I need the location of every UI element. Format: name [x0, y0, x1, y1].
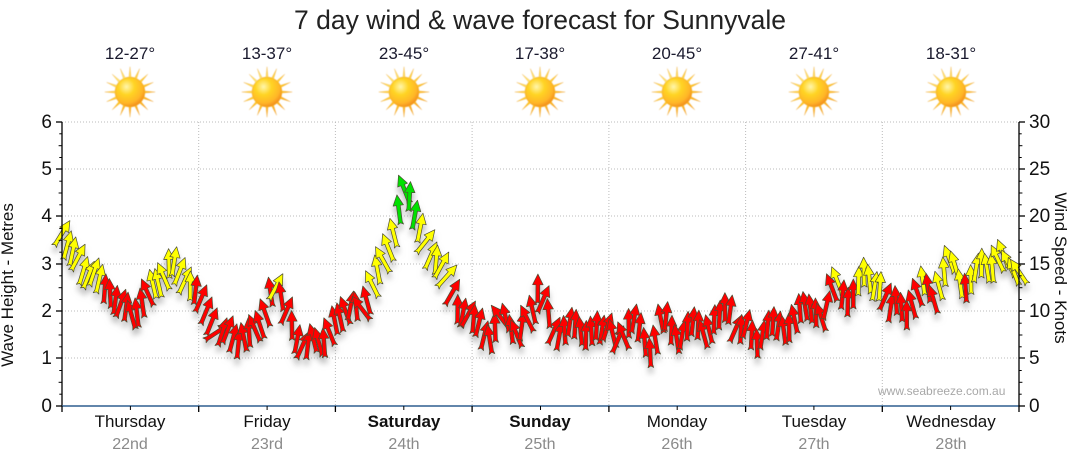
svg-text:4: 4 — [41, 206, 52, 227]
svg-text:20: 20 — [1029, 206, 1050, 227]
svg-text:5: 5 — [41, 159, 52, 180]
svg-text:0: 0 — [1029, 396, 1040, 417]
svg-text:15: 15 — [1029, 254, 1050, 275]
svg-text:30: 30 — [1029, 112, 1050, 133]
svg-text:5: 5 — [1029, 348, 1040, 369]
svg-text:0: 0 — [41, 396, 52, 417]
svg-text:10: 10 — [1029, 301, 1050, 322]
svg-text:2: 2 — [41, 301, 52, 322]
svg-text:3: 3 — [41, 254, 52, 275]
svg-text:6: 6 — [41, 112, 52, 133]
svg-text:25: 25 — [1029, 159, 1050, 180]
svg-text:1: 1 — [41, 348, 52, 369]
